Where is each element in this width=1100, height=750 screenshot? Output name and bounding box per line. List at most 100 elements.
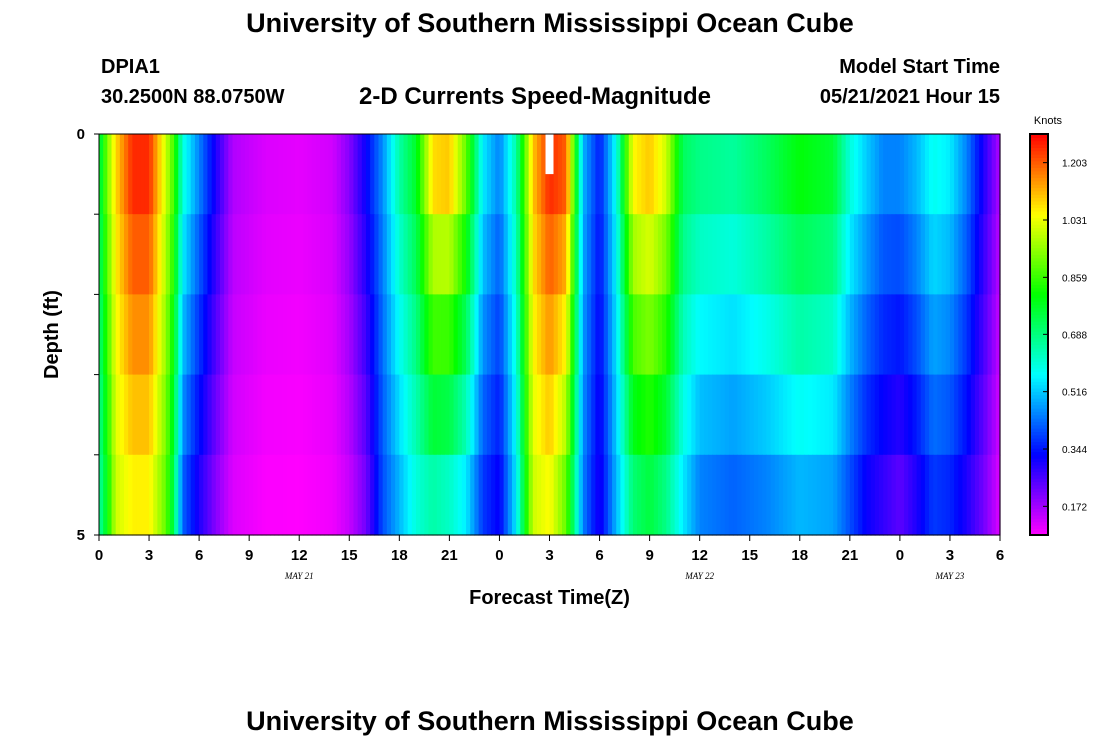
heatmap-cell xyxy=(328,134,334,215)
colorbar-segment xyxy=(1030,337,1048,342)
heatmap-cell xyxy=(745,134,751,215)
heatmap-cell xyxy=(190,454,196,536)
heatmap-cell xyxy=(883,454,888,536)
heatmap-cell xyxy=(165,134,171,215)
colorbar-segment xyxy=(1030,294,1048,299)
heatmap-cell xyxy=(678,454,684,536)
heatmap-cell xyxy=(386,374,392,456)
heatmap-cell xyxy=(774,134,780,215)
colorbar-segment xyxy=(1030,531,1048,536)
heatmap-cell xyxy=(311,214,317,295)
heatmap-cell xyxy=(645,454,651,536)
heatmap-cell xyxy=(578,134,584,215)
colorbar-segment xyxy=(1030,384,1048,389)
heatmap-cell xyxy=(307,214,313,295)
colorbar-segment xyxy=(1030,297,1048,302)
heatmap-cell xyxy=(991,374,997,456)
heatmap-cell xyxy=(587,454,592,536)
heatmap-cell xyxy=(265,374,271,456)
heatmap-cell xyxy=(461,294,467,376)
heatmap-cell xyxy=(912,134,918,215)
heatmap-cell xyxy=(628,294,634,376)
heatmap-cell xyxy=(232,134,238,215)
heatmap-cell xyxy=(974,294,980,376)
heatmap-cell xyxy=(987,134,993,215)
heatmap-cell xyxy=(99,374,104,456)
heatmap-cell xyxy=(349,294,355,376)
heatmap-cell xyxy=(858,134,863,215)
heatmap-cell xyxy=(916,134,922,215)
heatmap-cell xyxy=(245,294,250,376)
heatmap-cell xyxy=(645,134,651,215)
heatmap-cell xyxy=(762,454,768,536)
heatmap-cell xyxy=(624,454,630,536)
colorbar-segment xyxy=(1030,391,1048,396)
heatmap-cell xyxy=(962,294,968,376)
heatmap-cell xyxy=(286,214,292,295)
heatmap-cell xyxy=(336,454,342,536)
heatmap-cell xyxy=(724,294,730,376)
heatmap-cell xyxy=(745,294,751,376)
heatmap-cell xyxy=(603,134,609,215)
heatmap-cell xyxy=(620,134,626,215)
x-tick-label: 3 xyxy=(145,547,153,564)
heatmap-cell xyxy=(866,294,872,376)
heatmap-cell xyxy=(232,374,238,456)
heatmap-cell xyxy=(778,454,784,536)
colorbar-segment xyxy=(1030,170,1048,175)
heatmap-cell xyxy=(678,214,684,295)
heatmap-cell xyxy=(436,214,442,295)
heatmap-cell xyxy=(203,454,209,536)
heatmap-cell xyxy=(111,134,117,215)
heatmap-cell xyxy=(224,214,229,295)
heatmap-cell xyxy=(854,214,859,295)
heatmap-cell xyxy=(995,454,1001,536)
heatmap-cell xyxy=(124,294,129,376)
heatmap-cell xyxy=(194,294,200,376)
heatmap-cell xyxy=(549,294,555,376)
heatmap-cell xyxy=(445,214,450,295)
heatmap-cell xyxy=(649,134,655,215)
heatmap-cell xyxy=(320,374,325,456)
heatmap-cell xyxy=(703,374,709,456)
heatmap-cell xyxy=(299,214,304,295)
heatmap-cell xyxy=(766,454,772,536)
colorbar-segment xyxy=(1030,150,1048,155)
heatmap-cell xyxy=(520,214,526,295)
heatmap-cell xyxy=(520,134,526,215)
heatmap-cell xyxy=(324,294,330,376)
heatmap-cell xyxy=(365,374,371,456)
heatmap-cell xyxy=(582,454,588,536)
heatmap-cell xyxy=(899,454,905,536)
heatmap-cell xyxy=(332,454,338,536)
heatmap-cell xyxy=(762,294,768,376)
heatmap-cell xyxy=(678,374,684,456)
heatmap-cell xyxy=(140,294,146,376)
heatmap-cell xyxy=(708,294,713,376)
heatmap-cell xyxy=(974,374,980,456)
heatmap-cell xyxy=(307,374,313,456)
x-tick-label: 0 xyxy=(896,547,904,564)
heatmap-cell xyxy=(758,214,763,295)
heatmap-cell xyxy=(949,214,955,295)
heatmap-cell xyxy=(712,214,717,295)
heatmap-cell xyxy=(741,374,747,456)
heatmap-cell xyxy=(190,374,196,456)
heatmap-cell xyxy=(974,134,980,215)
heatmap-cell xyxy=(716,294,722,376)
heatmap-cell xyxy=(149,214,154,295)
heatmap-cell xyxy=(908,374,913,456)
heatmap-cell xyxy=(457,454,463,536)
heatmap-cell xyxy=(207,214,213,295)
heatmap-cell xyxy=(637,134,642,215)
heatmap-cell xyxy=(995,214,1001,295)
heatmap-cell xyxy=(562,214,567,295)
heatmap-cell xyxy=(557,374,563,456)
colorbar-segment xyxy=(1030,404,1048,409)
heatmap-cell xyxy=(695,294,701,376)
heatmap xyxy=(99,134,1001,536)
heatmap-cell xyxy=(637,454,642,536)
heatmap-cell xyxy=(536,294,542,376)
heatmap-cell xyxy=(541,374,546,456)
heatmap-cell xyxy=(190,294,196,376)
